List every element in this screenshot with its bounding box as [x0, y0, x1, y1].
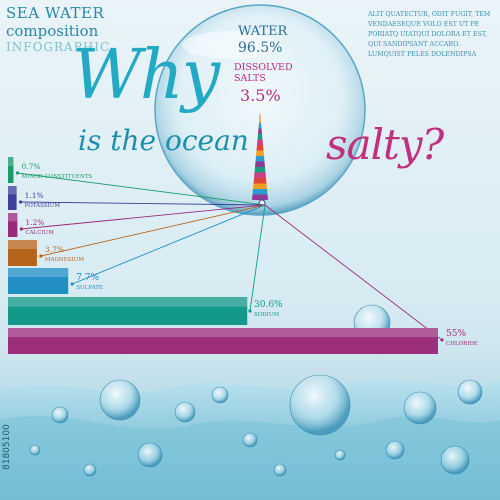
water-droplet — [99, 379, 141, 421]
bar-shine — [8, 157, 14, 167]
water-droplet — [457, 379, 483, 405]
bar-shine — [8, 328, 438, 338]
leader-line — [249, 204, 266, 312]
leader-dot — [19, 227, 23, 231]
water-droplet — [174, 401, 196, 423]
wedge-stripe — [256, 145, 264, 151]
bar-value-label: 3.7% — [45, 245, 64, 254]
water-droplet — [83, 463, 97, 477]
bar-potassium — [8, 186, 17, 210]
wedge-stripe — [258, 128, 262, 134]
wedge-stripe — [254, 172, 266, 178]
bubble-highlight — [182, 31, 278, 59]
dissolved-salts-wedge — [252, 112, 268, 207]
bar-minor-constituents — [8, 157, 14, 183]
leader-dot — [440, 338, 444, 342]
bar-calcium — [8, 213, 18, 237]
water-droplet — [289, 374, 351, 436]
wedge-stripe — [258, 123, 262, 129]
dissolved-salts-label: DISSOLVED SALTS — [234, 62, 293, 84]
leader-line — [20, 201, 266, 206]
bar-shine — [8, 213, 18, 222]
wedge-stripe — [254, 167, 266, 173]
wedge-stripe — [253, 178, 267, 184]
leader-line — [40, 204, 266, 257]
leader-dot — [248, 309, 252, 313]
bar-category-label: SULFATE — [76, 285, 103, 291]
bar-value-label: 1.2% — [25, 218, 44, 227]
wedge-stripe — [257, 134, 263, 140]
leader-lines — [15, 171, 444, 342]
headline-salty: salty? — [326, 120, 444, 169]
bar-shine — [8, 297, 248, 307]
water-wave-front — [0, 416, 500, 500]
bar-category-label: SODIUM — [254, 312, 279, 318]
leader-dot — [19, 200, 23, 204]
body-text: ALIT QUATECTUR, ODIT FUGIT, TEM VENDAESE… — [368, 11, 491, 58]
dissolved-salts-value: 3.5% — [240, 86, 281, 105]
bar-chloride — [8, 328, 438, 354]
wedge-stripe — [255, 161, 265, 167]
bar-value-label: 7.7% — [76, 273, 99, 283]
bar-category-label: MINOR CONSTITUENTS — [21, 174, 92, 180]
water-value: 96.5% — [238, 40, 283, 56]
headline-why: Why — [72, 36, 220, 115]
header-line-3: INFOGRAPHIC — [6, 40, 111, 54]
headline-is-the-ocean: is the ocean — [78, 124, 249, 157]
leader-dot — [39, 254, 43, 258]
leader-dot — [15, 171, 20, 175]
water-droplet — [440, 445, 470, 475]
leader-dot — [70, 282, 74, 286]
bar-category-label: MAGNESIUM — [45, 257, 84, 263]
water-droplet — [242, 432, 258, 448]
bar-value-label: 1.1% — [25, 191, 44, 200]
bar-category-label: CALCIUM — [25, 230, 54, 236]
bar-sulfate — [8, 268, 69, 294]
wedge-stripe — [259, 112, 261, 118]
bar-category-label: CHLORIDE — [446, 341, 478, 347]
wedge-stripe — [252, 189, 268, 195]
wedge-stripe — [253, 183, 267, 189]
leader-line — [264, 204, 443, 341]
water-label: WATER — [238, 24, 288, 39]
bar-category-label: POTASSIUM — [25, 203, 61, 209]
bar-magnesium — [8, 240, 37, 266]
water-droplet — [273, 463, 287, 477]
wedge-stripe — [257, 139, 263, 145]
bar-value-label: 0.7% — [21, 162, 40, 171]
bar-value-label: 55% — [446, 329, 466, 339]
water-droplet — [29, 444, 41, 456]
water-droplet — [137, 442, 163, 468]
water-droplet — [334, 449, 346, 461]
bar-shine — [8, 268, 69, 278]
water-droplet — [385, 440, 405, 460]
water-droplet — [403, 391, 437, 425]
bar-value-label: 30.6% — [254, 300, 283, 310]
water-droplet — [211, 386, 229, 404]
bar-shine — [8, 186, 17, 195]
wedge-stripe — [255, 156, 265, 162]
leader-line — [72, 204, 266, 285]
header-line-1: SEA WATER — [6, 4, 105, 22]
leader-line — [17, 172, 266, 206]
header-line-2: composition — [6, 22, 99, 40]
wedge-stripe — [259, 117, 261, 123]
wedge-stripe — [252, 194, 268, 200]
bar-shine — [8, 240, 37, 250]
bar-sodium — [8, 297, 248, 325]
leader-line — [21, 204, 266, 230]
water-bubble — [154, 4, 366, 216]
wave-bubbles — [29, 304, 483, 477]
wedge-stripe — [256, 150, 264, 156]
water-droplet — [51, 406, 69, 424]
watermark-id: 81805100 — [2, 424, 12, 470]
